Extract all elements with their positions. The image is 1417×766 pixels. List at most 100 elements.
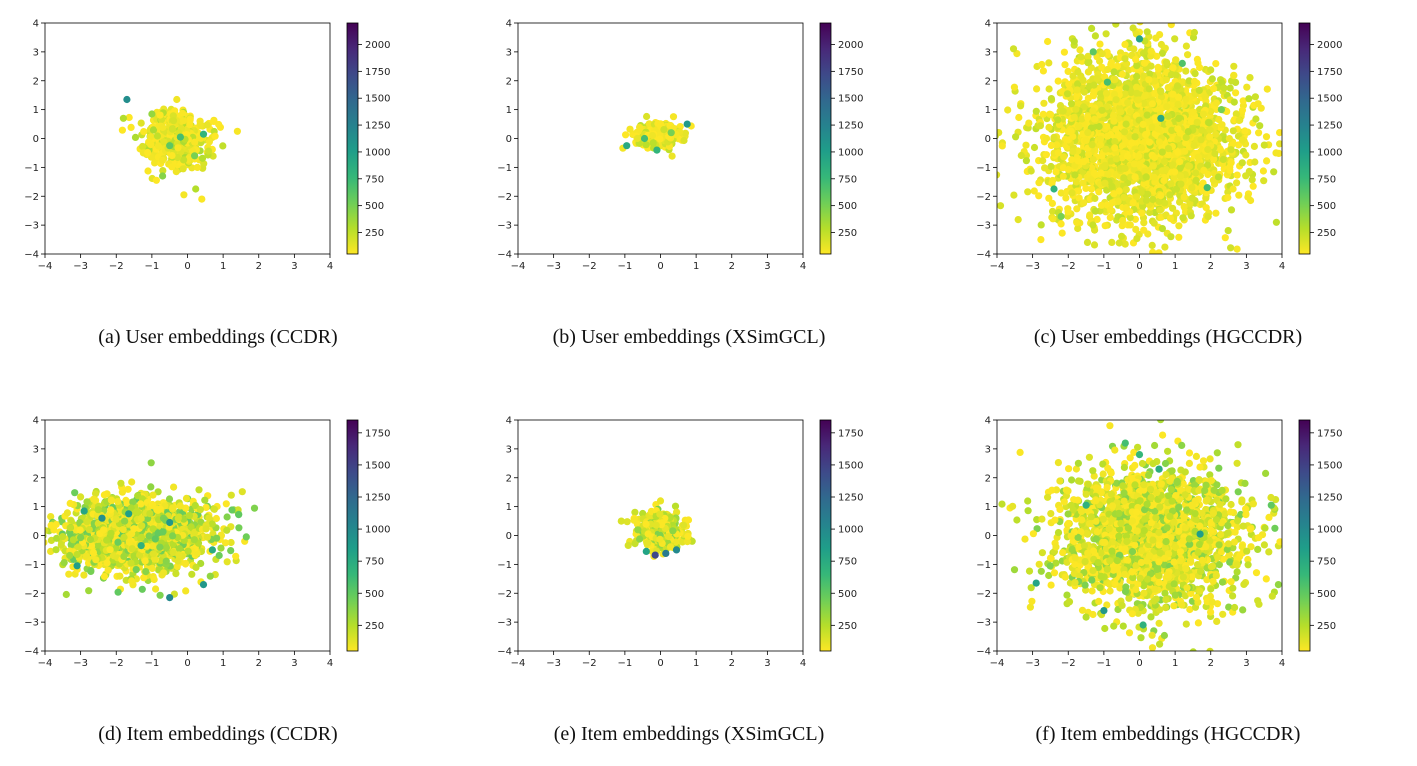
scatter-point [1145, 76, 1153, 84]
colorbar-tick-label: 1000 [1317, 147, 1342, 158]
scatter-point [1140, 99, 1148, 107]
scatter-point [1070, 113, 1078, 121]
scatter-point [1218, 121, 1226, 129]
scatter-point [1120, 174, 1128, 182]
scatter-point [131, 133, 140, 141]
scatter-point [1226, 84, 1234, 92]
scatter-point [193, 163, 201, 171]
y-tick-label: 0 [33, 134, 39, 145]
scatter-point [1139, 120, 1147, 128]
scatter-point [174, 153, 182, 162]
colorbar [346, 22, 359, 255]
scatter-point [1131, 133, 1139, 141]
scatter-point [1091, 32, 1099, 40]
y-tick-label: −3 [497, 221, 512, 232]
scatter-point [136, 551, 144, 559]
scatter-point [642, 141, 650, 149]
scatter-point [1064, 208, 1072, 216]
scatter-point [1074, 68, 1082, 76]
scatter-point [146, 509, 154, 518]
scatter-point [127, 123, 135, 131]
scatter-point [1022, 141, 1030, 149]
scatter-point [1078, 115, 1086, 123]
scatter-point [1160, 157, 1169, 165]
scatter-point [1137, 188, 1145, 196]
x-tick-label: 0 [1136, 261, 1142, 272]
scatter-point [1276, 129, 1282, 137]
scatter-point [223, 526, 231, 534]
scatter-point [1241, 127, 1249, 135]
scatter-point [1172, 56, 1180, 64]
scatter-point [1120, 128, 1129, 136]
scatter-point [1015, 113, 1023, 122]
scatter-point [147, 459, 155, 467]
scatter-point [1179, 214, 1187, 222]
scatter-point [1017, 151, 1025, 160]
scatter-point [1155, 197, 1163, 205]
scatter-point [1088, 164, 1096, 172]
scatter-point [1030, 143, 1039, 152]
scatter-point [1058, 229, 1066, 237]
scatter-point [1238, 106, 1246, 114]
scatter-point [1153, 52, 1161, 60]
scatter-point [1054, 149, 1062, 157]
scatter-point [238, 488, 246, 496]
y-tick-label: −4 [976, 250, 991, 261]
scatter-point [1187, 117, 1195, 126]
scatter-point [168, 152, 176, 160]
scatter-point [1157, 114, 1165, 122]
colorbar [1298, 22, 1311, 255]
scatter-point [1211, 149, 1219, 158]
scatter-point [683, 120, 691, 128]
scatter-point [148, 501, 157, 509]
scatter-point [1093, 53, 1101, 61]
scatter-point [1229, 127, 1237, 135]
scatter-point [1103, 132, 1112, 140]
scatter-point [152, 176, 160, 184]
scatter-point [137, 500, 145, 508]
scatter-point [1176, 198, 1184, 206]
scatter-point [1192, 176, 1200, 184]
scatter-point [166, 142, 174, 150]
scatter-point [1087, 185, 1096, 193]
scatter-point [1148, 123, 1156, 131]
scatter-point [1040, 99, 1048, 107]
scatter-point [1133, 72, 1141, 80]
y-tick-label: −2 [976, 192, 991, 203]
scatter-point [1111, 138, 1119, 146]
scatter-point [123, 95, 131, 104]
scatter-point [1117, 108, 1125, 116]
scatter-point [1097, 169, 1105, 177]
scatter-point [1115, 239, 1123, 247]
scatter-point [35, 517, 42, 524]
scatter-point [1276, 140, 1282, 148]
y-tick-label: 1 [33, 105, 39, 116]
scatter-point [176, 502, 184, 510]
y-tick-label: −3 [24, 221, 39, 232]
scatter-point [1107, 59, 1115, 67]
scatter-point [106, 546, 114, 554]
scatter-point [1248, 176, 1256, 184]
scatter-point [1174, 100, 1182, 108]
scatter-point [1190, 28, 1198, 37]
scatter-point [1109, 111, 1118, 120]
scatter-point [1108, 238, 1116, 246]
scatter-point [1151, 114, 1159, 122]
scatter-point [1075, 123, 1083, 131]
scatter-point [1184, 162, 1193, 170]
scatter-point [1091, 207, 1099, 215]
scatter-point [228, 506, 236, 514]
scatter-point [52, 546, 60, 554]
scatter-point [191, 152, 199, 160]
scatter-point [1212, 130, 1220, 138]
scatter-point [142, 568, 150, 576]
scatter-point [83, 518, 91, 526]
scatter-point [1082, 136, 1090, 144]
scatter-point [997, 202, 1005, 210]
scatter-point [205, 138, 213, 146]
scatter-point [215, 551, 223, 560]
scatter-point [47, 513, 55, 521]
colorbar-tick-label: 500 [1317, 201, 1336, 212]
scatter-point [1256, 122, 1264, 130]
